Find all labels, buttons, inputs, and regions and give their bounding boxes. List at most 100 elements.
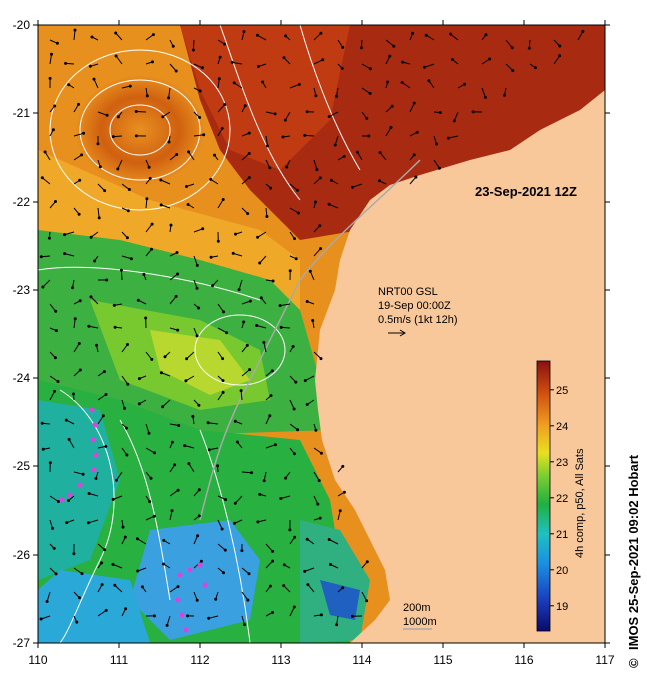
current-vector-head <box>152 514 156 518</box>
current-vector-head <box>242 30 246 34</box>
current-vector <box>186 351 195 360</box>
current-vector-head <box>220 527 224 531</box>
current-vector-head <box>165 623 169 627</box>
current-vector-head <box>484 33 488 37</box>
current-vector-head <box>401 60 405 64</box>
current-vector-head <box>392 44 396 48</box>
current-vector-head <box>232 81 236 85</box>
current-vector-head <box>271 611 274 614</box>
current-vector-head <box>359 46 363 50</box>
current-vector-head <box>78 178 82 182</box>
colorbar-tick-label: 23 <box>556 457 568 469</box>
current-vector-head <box>186 614 190 618</box>
current-vector-head <box>67 437 71 441</box>
current-vector <box>238 279 243 290</box>
current-vector-head <box>72 392 75 396</box>
current-vector-head <box>64 61 68 65</box>
current-vector-head <box>221 198 225 201</box>
current-vector-head <box>123 406 126 410</box>
current-vector <box>168 87 171 98</box>
lat-tick-label: -24 <box>13 371 31 385</box>
colorbar-tick-label: 22 <box>556 493 568 505</box>
current-vector-head <box>73 28 77 32</box>
current-vector-head <box>412 153 416 157</box>
current-vector-head <box>162 538 166 542</box>
current-vector-head <box>128 84 132 88</box>
current-vector-head <box>56 380 60 383</box>
current-vector-head <box>293 535 297 539</box>
current-vector-head <box>378 151 382 155</box>
current-vector-head <box>80 153 84 157</box>
current-vector-head <box>256 33 259 37</box>
current-vector <box>240 390 243 401</box>
current-vector <box>208 615 219 619</box>
current-vector-head <box>533 66 537 70</box>
current-vector-head <box>196 534 200 538</box>
current-vector-head <box>39 617 43 621</box>
current-vector-head <box>100 583 104 587</box>
current-vector-head <box>93 259 97 263</box>
current-vector-head <box>305 537 309 541</box>
current-vector-head <box>104 393 108 396</box>
current-vector <box>97 183 105 191</box>
current-vector <box>259 255 267 264</box>
current-vector-head <box>319 613 323 617</box>
current-vector-head <box>176 328 180 332</box>
current-vector <box>257 34 267 41</box>
current-vector-head <box>315 168 319 172</box>
current-vector-head <box>291 345 295 348</box>
current-vector <box>505 39 513 49</box>
current-vector <box>234 495 243 504</box>
current-vector-head <box>427 79 431 83</box>
current-vector <box>284 111 291 121</box>
current-vector <box>169 489 179 497</box>
current-vector <box>401 81 411 89</box>
vector-scale-arrow <box>388 329 406 337</box>
current-vector-head <box>335 94 338 98</box>
current-vector <box>73 318 76 329</box>
current-vector-head <box>95 343 98 347</box>
current-vector-head <box>258 492 262 496</box>
current-vector-head <box>327 202 331 206</box>
current-vector-head <box>296 211 300 215</box>
current-vector-head <box>255 324 259 327</box>
current-vector <box>553 55 561 65</box>
current-vector <box>361 591 368 601</box>
current-vector-head <box>129 257 133 261</box>
current-vector-head <box>450 58 454 61</box>
current-vector <box>115 32 123 41</box>
current-vector-head <box>56 500 60 503</box>
current-vector-head <box>116 115 120 119</box>
lon-tick-label: 113 <box>271 653 290 667</box>
current-vector-head <box>142 272 146 276</box>
current-vector <box>289 423 298 431</box>
current-vector-head <box>111 562 115 566</box>
current-vector <box>241 567 250 575</box>
current-vector-head <box>103 548 107 552</box>
current-vector-head <box>55 41 59 45</box>
current-vector <box>289 183 298 191</box>
current-vector-head <box>262 479 266 483</box>
current-vector-head <box>282 584 286 588</box>
lon-tick-label: 111 <box>110 653 129 667</box>
current-vector <box>192 39 195 51</box>
current-vector <box>453 111 459 122</box>
current-vector <box>241 177 250 185</box>
current-vector-head <box>152 614 156 618</box>
current-vector-head <box>92 77 96 81</box>
current-vector-head <box>400 80 404 84</box>
current-vector-head <box>296 428 300 432</box>
current-vector-head <box>150 222 154 226</box>
current-vector <box>44 151 51 161</box>
current-vector-head <box>54 572 58 576</box>
current-vector <box>73 343 80 353</box>
current-vector-head <box>113 583 117 587</box>
current-vector <box>217 543 226 551</box>
current-vector-head <box>303 379 307 383</box>
current-vector-head <box>207 616 211 620</box>
current-vector-head <box>378 179 381 183</box>
current-vector <box>289 83 300 89</box>
current-vector-head <box>136 569 140 573</box>
current-vector-head <box>216 464 220 468</box>
current-vector-head <box>53 356 57 360</box>
